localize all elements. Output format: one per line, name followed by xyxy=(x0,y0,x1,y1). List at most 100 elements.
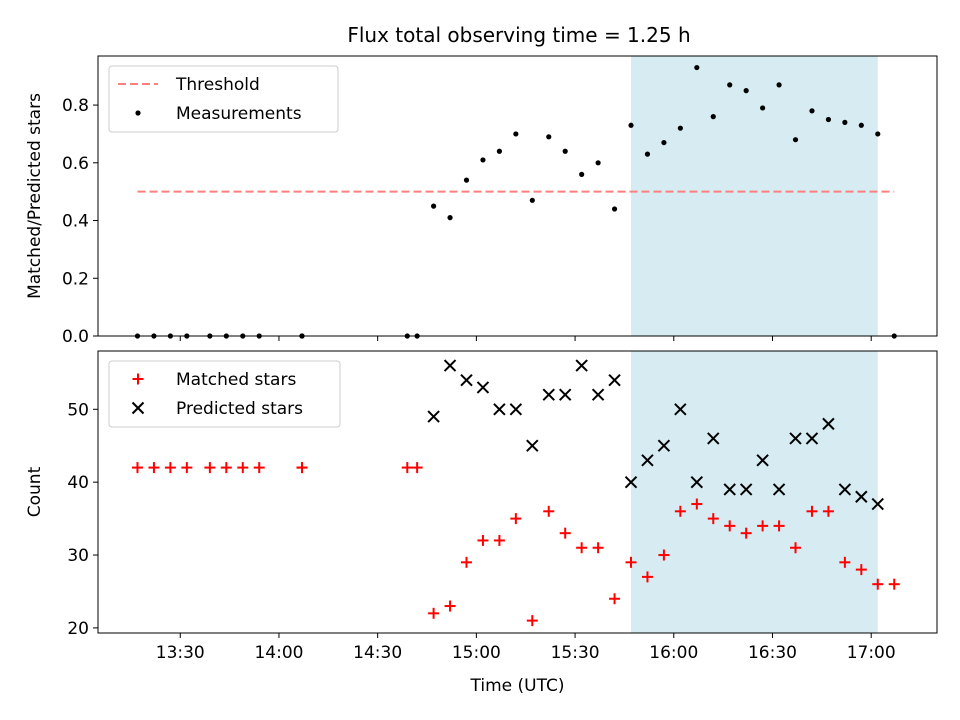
data-point xyxy=(674,505,686,517)
data-point xyxy=(657,439,671,452)
data-point xyxy=(707,513,719,525)
data-point xyxy=(148,462,160,474)
data-point xyxy=(526,439,539,452)
data-point xyxy=(822,417,835,431)
data-point xyxy=(727,82,733,88)
y-tick-label: 0.2 xyxy=(62,269,89,289)
y-tick-label: 0.0 xyxy=(62,327,89,347)
data-point xyxy=(739,483,753,496)
data-point xyxy=(756,454,769,467)
data-point xyxy=(773,520,785,532)
data-point xyxy=(858,122,864,128)
legend-label: Measurements xyxy=(176,104,302,124)
data-point xyxy=(809,108,815,114)
series-predicted-stars xyxy=(427,359,884,511)
data-point xyxy=(204,462,216,474)
data-point xyxy=(806,505,818,517)
y-tick-label: 50 xyxy=(67,400,89,420)
data-point xyxy=(855,490,868,503)
data-point xyxy=(707,432,720,445)
data-point xyxy=(542,388,555,401)
data-point xyxy=(789,432,802,445)
data-point xyxy=(871,497,884,511)
data-point xyxy=(496,148,503,154)
plot-frame xyxy=(97,55,938,337)
data-point xyxy=(609,593,621,605)
data-point xyxy=(839,556,851,568)
data-point xyxy=(776,82,782,88)
top-panel: 0.0 0.2 0.4 0.6 0.8 Matched/Predicted stars Th… xyxy=(25,55,938,347)
data-point xyxy=(559,388,572,401)
data-point xyxy=(431,203,437,209)
data-point xyxy=(592,542,604,554)
legend-label: Matched stars xyxy=(176,370,296,390)
data-point xyxy=(723,483,736,496)
data-point xyxy=(460,373,473,387)
x-tick-label: 16:00 xyxy=(649,643,698,663)
y-axis-label: Count xyxy=(25,466,45,517)
data-point xyxy=(772,483,786,496)
data-point xyxy=(757,520,769,532)
x-tick-label: 15:00 xyxy=(452,643,501,663)
y-tick-label: 0.6 xyxy=(62,154,89,174)
data-point xyxy=(461,556,473,568)
data-point xyxy=(237,462,249,474)
data-point xyxy=(710,114,716,120)
data-point xyxy=(513,131,519,137)
legend-box xyxy=(108,360,341,428)
data-point xyxy=(658,549,670,561)
data-point xyxy=(743,88,749,94)
data-point xyxy=(411,462,423,474)
y-tick-label: 40 xyxy=(67,473,89,493)
data-point xyxy=(822,505,834,517)
data-point xyxy=(790,542,802,554)
data-point xyxy=(526,615,538,627)
data-point xyxy=(428,607,440,619)
data-point xyxy=(838,483,852,496)
y-tick-label: 30 xyxy=(67,546,89,566)
y-tick-label: 0.4 xyxy=(62,212,89,232)
data-point xyxy=(677,125,683,131)
data-point xyxy=(447,215,453,221)
data-point xyxy=(546,134,552,140)
data-point xyxy=(296,462,308,474)
plot-frame xyxy=(97,350,938,634)
data-point xyxy=(611,206,618,212)
y-axis-label: Matched/Predicted stars xyxy=(25,93,45,299)
data-point xyxy=(579,171,585,177)
x-tick-label: 14:30 xyxy=(353,643,402,663)
data-point xyxy=(624,475,638,489)
data-point xyxy=(595,160,601,166)
data-point xyxy=(562,148,568,154)
shaded-span xyxy=(631,56,878,336)
data-point xyxy=(443,359,457,372)
data-point xyxy=(509,403,523,416)
legend-box xyxy=(108,65,339,133)
data-point xyxy=(641,454,654,467)
data-point xyxy=(529,197,535,203)
data-point xyxy=(691,498,703,510)
bottom-panel: 20 30 40 50 13:30 14:00 14:30 15:00 15:30 16:00 16… xyxy=(25,350,938,696)
data-point xyxy=(253,462,265,474)
x-tick-label: 15:30 xyxy=(551,643,600,663)
data-point xyxy=(842,119,848,125)
data-point xyxy=(493,534,505,546)
data-point xyxy=(591,388,605,401)
data-point xyxy=(792,137,799,143)
data-point xyxy=(641,571,653,583)
legend-marker xyxy=(131,401,145,415)
legend-marker xyxy=(132,373,144,385)
x-axis-label: Time (UTC) xyxy=(470,676,565,696)
data-point xyxy=(559,527,571,539)
data-point xyxy=(543,505,555,517)
data-point xyxy=(476,381,490,394)
x-tick-label: 14:00 xyxy=(254,643,303,663)
data-point xyxy=(608,373,621,387)
x-tick-label: 13:30 xyxy=(156,643,205,663)
data-point xyxy=(694,64,700,71)
legend-marker xyxy=(135,110,141,116)
x-tick-label: 17:00 xyxy=(847,643,896,663)
data-point xyxy=(872,578,884,590)
data-point xyxy=(576,542,588,554)
